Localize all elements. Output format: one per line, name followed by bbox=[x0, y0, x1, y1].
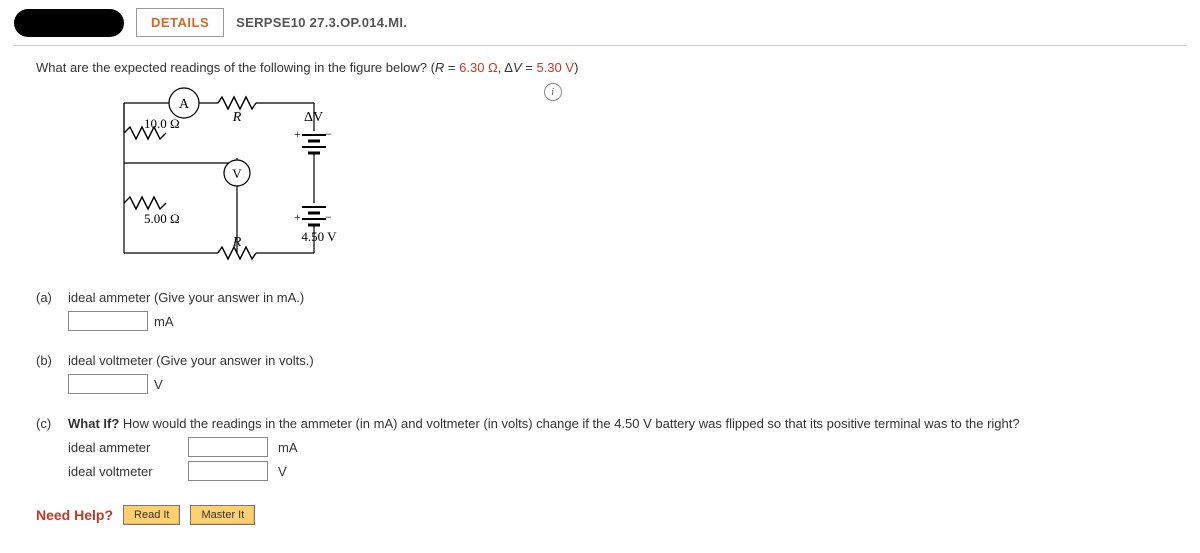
part-c-lead: What If? bbox=[68, 416, 119, 431]
part-c: (c) What If? How would the readings in t… bbox=[36, 416, 1186, 481]
question-reference: SERPSE10 27.3.OP.014.MI. bbox=[236, 15, 407, 30]
part-c-voltmeter-unit: V bbox=[278, 464, 287, 479]
part-a-label: (a) bbox=[36, 290, 58, 305]
value-V: 5.30 V bbox=[536, 60, 574, 75]
part-b: (b) ideal voltmeter (Give your answer in… bbox=[36, 353, 1186, 394]
ammeter-label: A bbox=[179, 97, 190, 112]
eq1: = bbox=[444, 60, 459, 75]
details-button[interactable]: DETAILS bbox=[136, 8, 224, 37]
info-icon[interactable]: i bbox=[544, 83, 562, 101]
header-bar: DETAILS SERPSE10 27.3.OP.014.MI. bbox=[14, 6, 1186, 46]
part-c-label: (c) bbox=[36, 416, 58, 431]
circuit-diagram: A R ΔV + − + − 4.50 V bbox=[114, 83, 1186, 276]
read-it-button[interactable]: Read It bbox=[123, 505, 180, 525]
sep: , Δ bbox=[498, 60, 513, 75]
var-V: V bbox=[513, 60, 522, 75]
minus-top: − bbox=[325, 127, 332, 141]
voltmeter-label: V bbox=[232, 166, 242, 181]
master-it-button[interactable]: Master It bbox=[190, 505, 255, 525]
part-a-input[interactable] bbox=[68, 311, 148, 331]
plus-bot: + bbox=[294, 210, 301, 224]
part-c-text: How would the readings in the ammeter (i… bbox=[119, 416, 1019, 431]
part-c-ammeter-label: ideal ammeter bbox=[68, 440, 178, 455]
need-help-title: Need Help? bbox=[36, 507, 113, 523]
part-b-label: (b) bbox=[36, 353, 58, 368]
R-top-label: R bbox=[232, 110, 242, 125]
need-help-bar: Need Help? Read It Master It bbox=[36, 505, 1186, 525]
part-b-text: ideal voltmeter (Give your answer in vol… bbox=[68, 353, 314, 368]
prompt-text: What are the expected readings of the fo… bbox=[36, 60, 435, 75]
part-b-input[interactable] bbox=[68, 374, 148, 394]
r2-label: 5.00 Ω bbox=[144, 211, 180, 226]
part-a-text: ideal ammeter (Give your answer in mA.) bbox=[68, 290, 304, 305]
redacted-thumb bbox=[14, 9, 124, 37]
r1-label: 10.0 Ω bbox=[144, 116, 180, 131]
part-a: (a) ideal ammeter (Give your answer in m… bbox=[36, 290, 1186, 331]
part-b-unit: V bbox=[154, 377, 163, 392]
plus-top: + bbox=[294, 127, 301, 141]
part-a-unit: mA bbox=[154, 314, 174, 329]
value-R: 6.30 Ω bbox=[459, 60, 498, 75]
eq2: = bbox=[522, 60, 537, 75]
part-c-ammeter-input[interactable] bbox=[188, 437, 268, 457]
var-R: R bbox=[435, 60, 444, 75]
part-c-voltmeter-label: ideal voltmeter bbox=[68, 464, 178, 479]
part-c-voltmeter-input[interactable] bbox=[188, 461, 268, 481]
prompt-suffix: ) bbox=[574, 60, 578, 75]
question-prompt: What are the expected readings of the fo… bbox=[36, 60, 1186, 75]
battery2-label: 4.50 V bbox=[301, 229, 337, 244]
minus-bot: − bbox=[325, 210, 332, 224]
part-c-ammeter-unit: mA bbox=[278, 440, 298, 455]
